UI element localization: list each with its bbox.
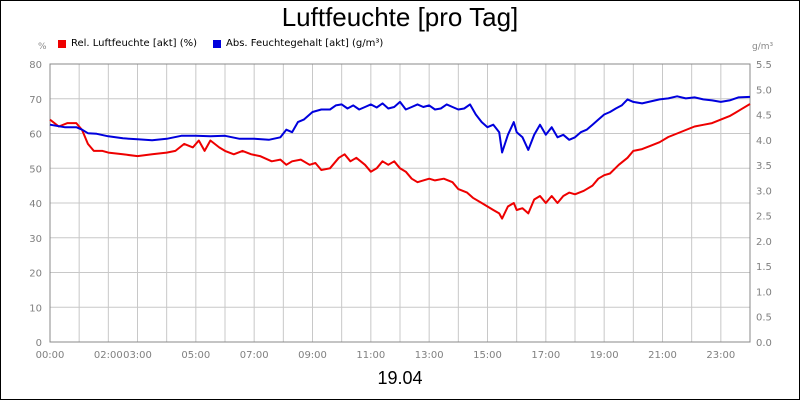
- left-tick-label: 10: [29, 303, 42, 314]
- rel-humidity-line: [49, 103, 751, 220]
- legend-swatch-blue: [213, 39, 221, 48]
- right-tick-label: 4.5: [756, 111, 772, 122]
- x-tick-label: 23:00: [706, 350, 735, 361]
- right-tick-label: 5.0: [756, 85, 772, 96]
- x-tick-label: 05:00: [181, 350, 210, 361]
- x-tick-label: 21:00: [648, 350, 677, 361]
- right-tick-label: 2.0: [756, 237, 772, 248]
- right-tick-label: 0.5: [756, 313, 772, 324]
- x-tick-label: 09:00: [298, 350, 327, 361]
- x-tick-label: 00:00: [36, 350, 65, 361]
- left-tick-label: 70: [29, 95, 42, 106]
- right-tick-label: 5.5: [756, 60, 772, 71]
- legend-label-rel-humidity: Rel. Luftfeuchte [akt] (%): [71, 38, 198, 49]
- x-tick-label: 15:00: [473, 350, 502, 361]
- legend-label-abs-humidity: Abs. Feuchtegehalt [akt] (g/m³): [226, 38, 384, 49]
- right-tick-label: 0.0: [756, 338, 772, 349]
- x-tick-label: 07:00: [240, 350, 269, 361]
- x-tick-label: 02:00: [94, 350, 123, 361]
- right-tick-label: 3.5: [756, 161, 772, 172]
- right-tick-label: 1.5: [756, 262, 772, 273]
- right-tick-label: 2.5: [756, 212, 772, 223]
- date-label: 19.04: [377, 368, 423, 388]
- right-tick-label: 4.0: [756, 136, 772, 147]
- x-tick-label: 03:00: [123, 350, 152, 361]
- x-tick-label: 11:00: [356, 350, 385, 361]
- right-tick-label: 3.0: [756, 186, 772, 197]
- chart-title: Luftfeuchte [pro Tag]: [281, 2, 519, 32]
- right-axis-unit: g/m³: [752, 42, 774, 52]
- left-tick-label: 80: [29, 60, 42, 71]
- left-tick-label: 50: [29, 164, 42, 175]
- left-tick-label: 0: [36, 338, 42, 349]
- legend-swatch-red: [58, 39, 66, 48]
- x-tick-label: 13:00: [415, 350, 444, 361]
- legend-item-abs-humidity: Abs. Feuchtegehalt [akt] (g/m³): [213, 38, 383, 49]
- x-tick-label: 19:00: [590, 350, 619, 361]
- left-tick-label: 20: [29, 269, 42, 280]
- left-axis-unit: %: [38, 42, 47, 52]
- left-tick-label: 40: [29, 199, 42, 210]
- right-tick-label: 1.0: [756, 287, 772, 298]
- x-tick-label: 17:00: [531, 350, 560, 361]
- abs-humidity-line: [49, 95, 751, 154]
- plot-border: [49, 63, 751, 343]
- left-tick-label: 60: [29, 130, 42, 141]
- left-tick-label: 30: [29, 234, 42, 245]
- legend-item-rel-humidity: Rel. Luftfeuchte [akt] (%): [58, 38, 197, 49]
